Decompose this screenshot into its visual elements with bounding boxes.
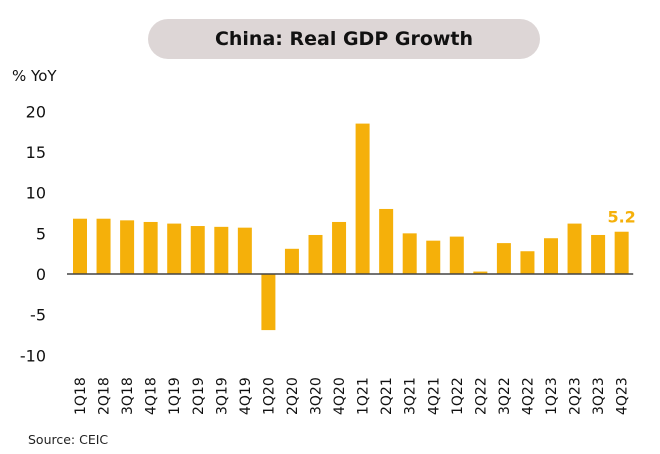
y-tick-label: 20: [26, 102, 46, 121]
x-tick-label: 1Q22: [450, 377, 466, 415]
y-tick-label: 10: [26, 184, 46, 203]
x-tick-label: 2Q21: [379, 377, 395, 415]
x-tick-label: 1Q23: [544, 377, 560, 415]
bar-4Q18: [143, 221, 158, 274]
x-tick-label: 1Q19: [167, 377, 183, 415]
bar-3Q19: [214, 226, 229, 274]
x-tick-label: 3Q19: [214, 377, 230, 415]
y-tick-label: -10: [20, 346, 46, 365]
x-tick-label: 4Q21: [426, 377, 442, 415]
bar-2Q18: [96, 218, 111, 274]
x-tick-label: 2Q20: [285, 377, 301, 415]
x-tick-label: 1Q18: [73, 377, 89, 415]
bar-1Q21: [355, 123, 370, 274]
bar-3Q18: [120, 220, 135, 274]
x-tick-label: 3Q23: [591, 377, 607, 415]
bar-1Q20: [261, 274, 276, 331]
x-tick-label: 1Q21: [356, 377, 372, 415]
x-tick-label: 4Q22: [520, 377, 536, 415]
bar-3Q23: [591, 234, 606, 274]
x-tick-label: 2Q22: [473, 377, 489, 415]
data-label-4Q23: 5.2: [607, 208, 635, 227]
x-tick-label: 2Q23: [568, 377, 584, 415]
x-tick-label: 4Q18: [144, 377, 160, 415]
bar-1Q18: [73, 218, 87, 274]
x-tick-label: 2Q19: [191, 377, 207, 415]
bar-4Q21: [426, 240, 441, 274]
chart-title: China: Real GDP Growth: [148, 19, 540, 59]
x-tick-label: 3Q18: [120, 377, 136, 415]
bar-4Q22: [520, 251, 535, 274]
y-tick-label: 5: [36, 224, 46, 243]
x-tick-label: 2Q18: [97, 377, 113, 415]
bar-4Q23: [614, 231, 629, 274]
y-tick-label: 0: [36, 265, 46, 284]
bar-2Q23: [567, 223, 582, 274]
bar-2Q22: [473, 271, 488, 274]
bar-2Q21: [379, 208, 394, 274]
x-tick-label: 3Q21: [403, 377, 419, 415]
bar-3Q21: [402, 233, 417, 274]
bar-1Q23: [544, 238, 558, 274]
y-tick-label: 15: [26, 143, 46, 162]
x-tick-label: 3Q20: [309, 377, 325, 415]
bar-3Q22: [496, 243, 511, 274]
bar-4Q19: [237, 227, 252, 274]
x-tick-label: 4Q20: [332, 377, 348, 415]
x-tick-label: 4Q23: [615, 377, 631, 415]
bar-3Q20: [308, 234, 323, 274]
source-note: Source: CEIC: [28, 432, 109, 447]
x-tick-label: 1Q20: [261, 377, 277, 415]
y-axis-label: % YoY: [12, 67, 57, 85]
bar-1Q22: [449, 236, 464, 274]
y-tick-label: -5: [30, 306, 46, 325]
bar-2Q20: [284, 248, 299, 274]
bar-1Q19: [167, 223, 182, 274]
bar-4Q20: [332, 221, 347, 274]
x-tick-label: 3Q22: [497, 377, 513, 415]
bar-2Q19: [190, 226, 205, 274]
x-tick-label: 4Q19: [238, 377, 254, 415]
